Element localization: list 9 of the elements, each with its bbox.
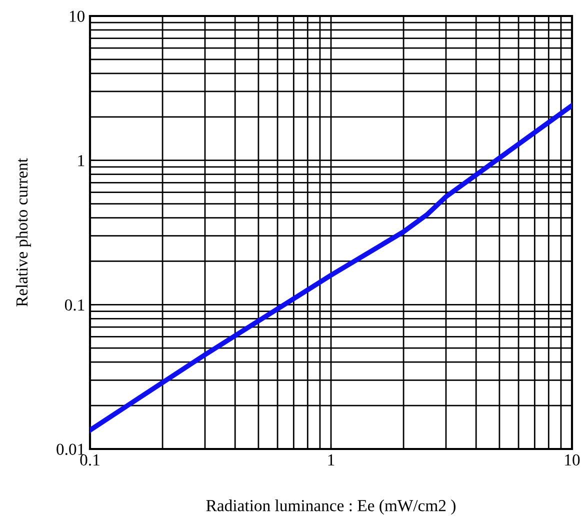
y-tick-label: 1 <box>78 155 84 166</box>
x-tick-label: 10 <box>565 454 580 466</box>
x-tick-label: 1 <box>328 454 334 466</box>
y-axis-title: Relative photo current <box>16 158 31 307</box>
y-tick-label: 0.1 <box>64 299 84 311</box>
x-tick-label: 0.1 <box>80 454 100 466</box>
y-tick-label: 10 <box>70 10 85 22</box>
x-axis-title: Radiation luminance : Ee (mW/cm2 ) <box>206 500 456 515</box>
y-tick-label: 0.01 <box>56 444 84 456</box>
